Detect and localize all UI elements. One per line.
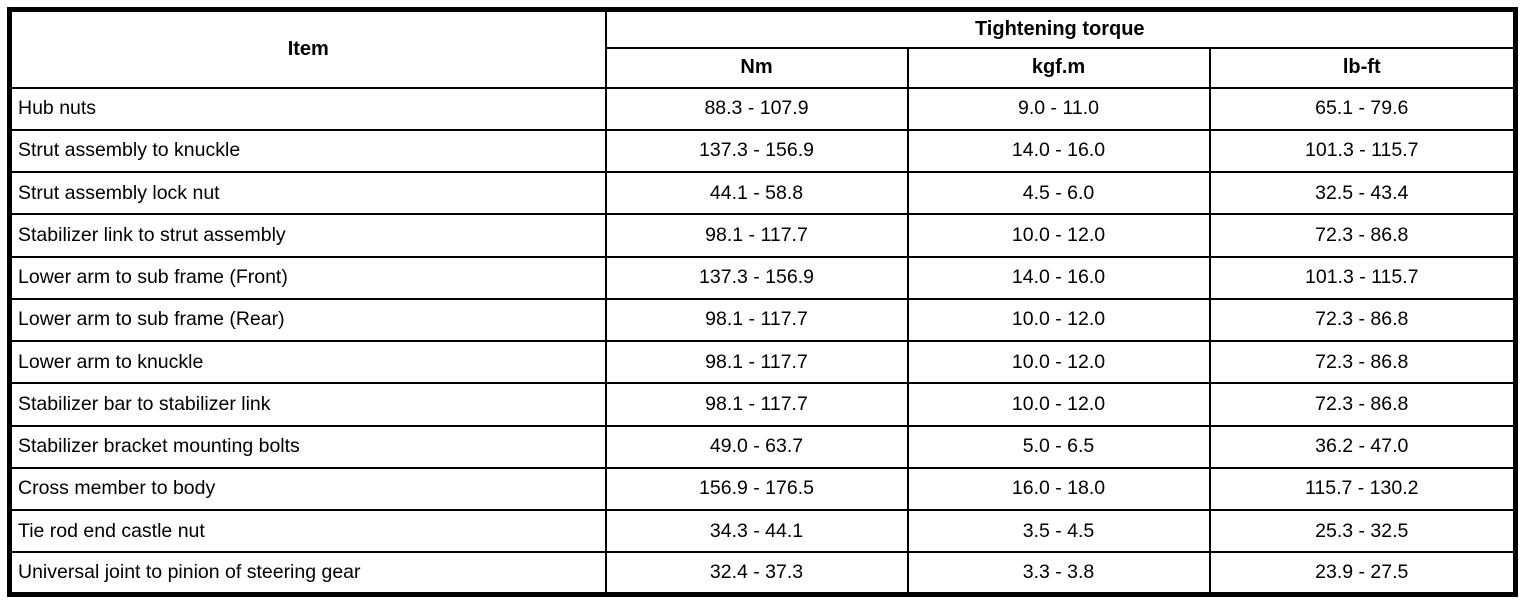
nm-cell: 49.0 - 63.7 (604, 424, 909, 469)
kgfm-column-header: kgf.m (906, 46, 1211, 89)
table-row: Strut assembly lock nut 44.1 - 58.8 4.5 … (8, 170, 1517, 216)
item-cell: Stabilizer link to strut assembly (8, 213, 607, 258)
lbft-cell: 23.9 - 27.5 (1208, 551, 1517, 596)
kgfm-cell: 10.0 - 12.0 (906, 297, 1211, 343)
kgfm-cell: 9.0 - 11.0 (906, 86, 1211, 131)
lbft-cell: 72.3 - 86.8 (1208, 382, 1517, 427)
lbft-cell: 32.5 - 43.4 (1208, 170, 1517, 216)
table-row: Hub nuts 88.3 - 107.9 9.0 - 11.0 65.1 - … (8, 86, 1517, 131)
kgfm-cell: 14.0 - 16.0 (906, 255, 1211, 300)
table-row: Tie rod end castle nut 34.3 - 44.1 3.5 -… (8, 508, 1517, 554)
item-cell: Hub nuts (8, 86, 607, 131)
tightening-torque-group-header: Tightening torque (604, 8, 1517, 49)
item-cell: Universal joint to pinion of steering ge… (8, 551, 607, 596)
table-row: Strut assembly to knuckle 137.3 - 156.9 … (8, 128, 1517, 174)
lbft-column-header: lb-ft (1208, 46, 1517, 89)
nm-cell: 88.3 - 107.9 (604, 86, 909, 131)
item-cell: Stabilizer bracket mounting bolts (8, 424, 607, 469)
lbft-cell: 72.3 - 86.8 (1208, 213, 1517, 258)
kgfm-cell: 5.0 - 6.5 (906, 424, 1211, 469)
kgfm-cell: 3.5 - 4.5 (906, 508, 1211, 554)
table-row: Stabilizer bracket mounting bolts 49.0 -… (8, 424, 1517, 469)
table-row: Stabilizer bar to stabilizer link 98.1 -… (8, 382, 1517, 427)
lbft-cell: 25.3 - 32.5 (1208, 508, 1517, 554)
lbft-cell: 36.2 - 47.0 (1208, 424, 1517, 469)
nm-cell: 98.1 - 117.7 (604, 297, 909, 343)
table-row: Universal joint to pinion of steering ge… (8, 551, 1517, 596)
lbft-cell: 101.3 - 115.7 (1208, 255, 1517, 300)
kgfm-cell: 10.0 - 12.0 (906, 382, 1211, 427)
item-cell: Tie rod end castle nut (8, 508, 607, 554)
item-cell: Lower arm to sub frame (Rear) (8, 297, 607, 343)
kgfm-cell: 10.0 - 12.0 (906, 213, 1211, 258)
lbft-cell: 65.1 - 79.6 (1208, 86, 1517, 131)
kgfm-cell: 3.3 - 3.8 (906, 551, 1211, 596)
nm-cell: 34.3 - 44.1 (604, 508, 909, 554)
nm-cell: 98.1 - 117.7 (604, 339, 909, 385)
table-row: Lower arm to sub frame (Rear) 98.1 - 117… (8, 297, 1517, 343)
nm-cell: 137.3 - 156.9 (604, 255, 909, 300)
table-row: Lower arm to sub frame (Front) 137.3 - 1… (8, 255, 1517, 300)
table-row: Cross member to body 156.9 - 176.5 16.0 … (8, 466, 1517, 512)
tightening-torque-table: Item Tightening torque Nm kgf.m lb-ft Hu… (7, 7, 1518, 597)
header-row-units: Nm kgf.m lb-ft (10, 46, 1517, 89)
kgfm-cell: 14.0 - 16.0 (906, 128, 1211, 174)
lbft-cell: 72.3 - 86.8 (1208, 339, 1517, 385)
kgfm-cell: 10.0 - 12.0 (906, 339, 1211, 385)
nm-cell: 137.3 - 156.9 (604, 128, 909, 174)
table-row: Lower arm to knuckle 98.1 - 117.7 10.0 -… (8, 339, 1517, 385)
item-cell: Stabilizer bar to stabilizer link (8, 382, 607, 427)
kgfm-cell: 16.0 - 18.0 (906, 466, 1211, 512)
nm-column-header: Nm (604, 46, 909, 89)
lbft-cell: 115.7 - 130.2 (1208, 466, 1517, 512)
item-column-header: Item (8, 8, 607, 89)
item-cell: Cross member to body (8, 466, 607, 512)
item-cell: Strut assembly lock nut (8, 170, 607, 216)
lbft-cell: 101.3 - 115.7 (1208, 128, 1517, 174)
nm-cell: 156.9 - 176.5 (604, 466, 909, 512)
nm-cell: 98.1 - 117.7 (604, 213, 909, 258)
nm-cell: 98.1 - 117.7 (604, 382, 909, 427)
kgfm-cell: 4.5 - 6.0 (906, 170, 1211, 216)
lbft-cell: 72.3 - 86.8 (1208, 297, 1517, 343)
item-cell: Lower arm to sub frame (Front) (8, 255, 607, 300)
item-cell: Lower arm to knuckle (8, 339, 607, 385)
nm-cell: 44.1 - 58.8 (604, 170, 909, 216)
nm-cell: 32.4 - 37.3 (604, 551, 909, 596)
header-row-group: Item Tightening torque (8, 8, 1517, 89)
item-cell: Strut assembly to knuckle (8, 128, 607, 174)
table-row: Stabilizer link to strut assembly 98.1 -… (8, 213, 1517, 258)
